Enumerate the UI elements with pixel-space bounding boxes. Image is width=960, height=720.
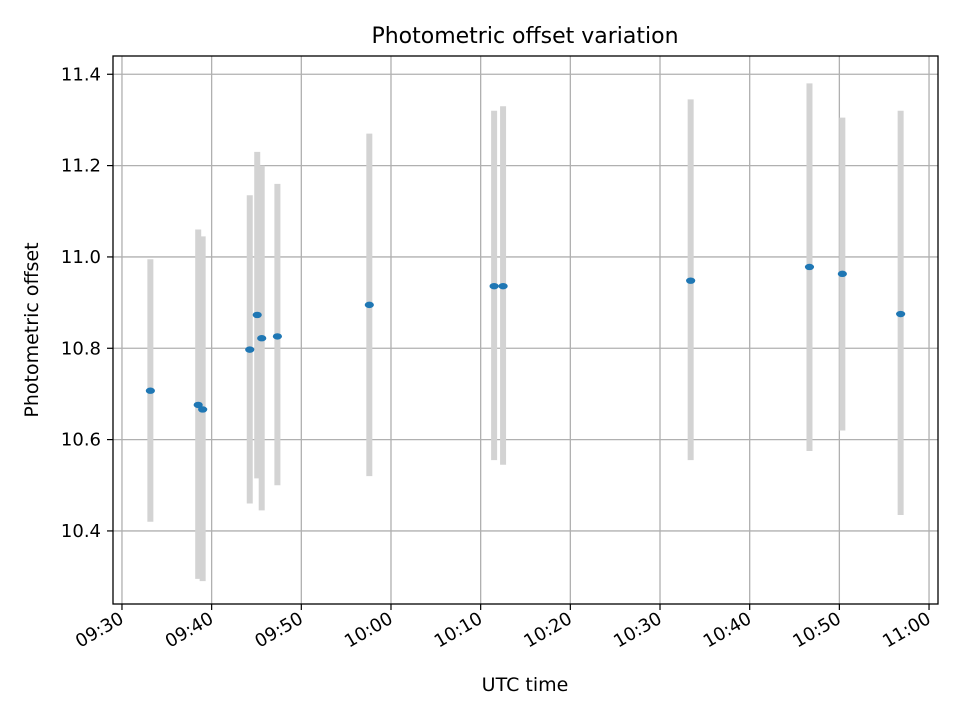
chart-title: Photometric offset variation — [371, 24, 678, 49]
data-point — [252, 311, 262, 319]
data-point — [198, 406, 208, 413]
data-point — [193, 401, 203, 409]
x-tick-label: 11:00 — [879, 608, 934, 652]
y-tick-label: 11.0 — [61, 247, 101, 268]
x-axis-ticks: 09:30 09:40 09:50 10:00 10:10 10:20 10:30 10:40… — [72, 604, 935, 652]
data-point — [145, 387, 155, 394]
x-tick-label: 10:30 — [610, 608, 665, 652]
x-axis-label: UTC time — [482, 674, 569, 696]
data-point — [686, 277, 696, 284]
data-point — [364, 301, 374, 309]
y-axis-ticks: 10.4 10.6 10.8 11.0 11.2 11.4 — [61, 64, 113, 542]
x-tick-label: 10:00 — [341, 608, 396, 652]
y-tick-label: 10.6 — [61, 430, 101, 451]
data-point — [896, 310, 906, 318]
x-tick-label: 10:40 — [700, 608, 755, 652]
plot-frame — [112, 55, 939, 605]
grid — [113, 56, 938, 604]
x-tick-label: 09:30 — [72, 608, 127, 652]
data-point — [245, 346, 255, 353]
y-tick-label: 10.4 — [61, 521, 101, 542]
y-tick-label: 11.2 — [61, 156, 101, 177]
x-tick-label: 10:10 — [431, 608, 486, 652]
x-tick-label: 10:50 — [789, 608, 844, 652]
y-axis-label: Photometric offset — [21, 242, 43, 417]
data-point — [837, 270, 847, 278]
x-tick-label: 10:20 — [520, 608, 575, 652]
y-tick-label: 11.4 — [61, 64, 101, 85]
error-bars — [147, 83, 904, 582]
data-points — [145, 263, 906, 413]
data-point — [257, 335, 267, 342]
data-point — [489, 282, 499, 290]
x-tick-label: 09:40 — [162, 608, 217, 652]
x-tick-label: 09:50 — [251, 608, 306, 652]
y-tick-label: 10.8 — [61, 338, 101, 359]
data-point — [498, 282, 508, 290]
data-point — [804, 263, 815, 271]
data-point — [272, 333, 283, 340]
